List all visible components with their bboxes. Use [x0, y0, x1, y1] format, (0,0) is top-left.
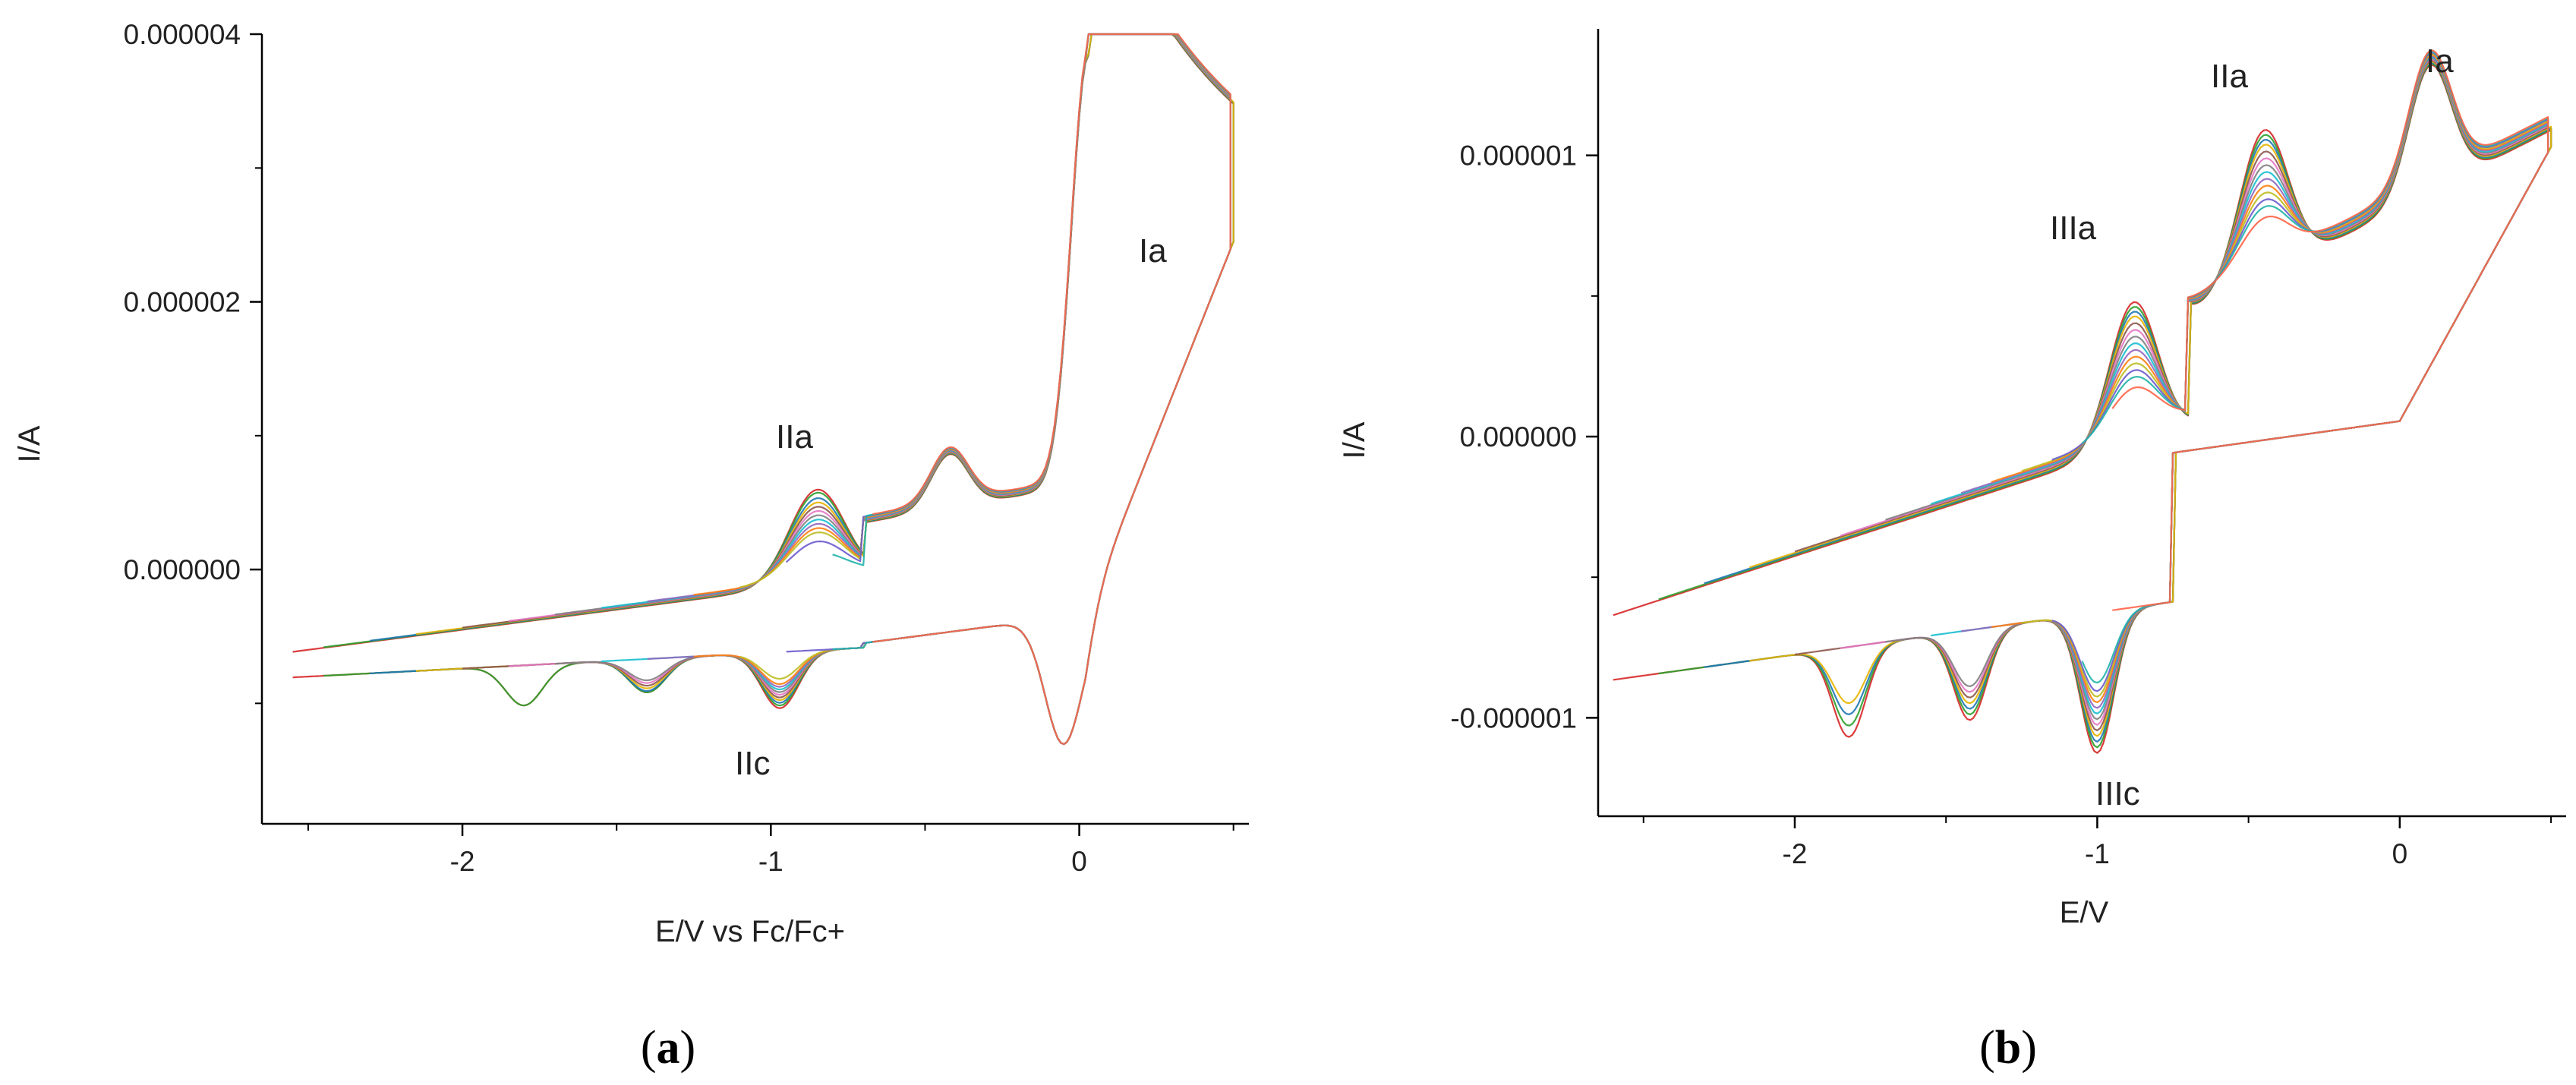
panel-a-ylabel: I/A: [13, 425, 46, 462]
panel-b-annotation-iiic: IIIc: [2095, 775, 2140, 812]
panel-a-axes: -2 -1 0 0.000000 0.000002 0.000004: [124, 19, 1249, 877]
panel-b-x-tick-label: -1: [2085, 838, 2110, 869]
panel-a-caption-open: (: [641, 1022, 657, 1074]
panel-b-y-tick-label: 0.000000: [1460, 421, 1577, 453]
panel-b: -2 -1 0 -0.000001 0.000000 0.000001 I/A E/V I…: [1338, 29, 2566, 1074]
panel-a-x-tick-label: -1: [758, 846, 784, 877]
panel-a-y-tick-label: 0.000004: [124, 19, 241, 50]
panel-a-caption: (a): [641, 1022, 695, 1074]
panel-a-annotation-iia: IIa: [776, 418, 813, 456]
panel-b-caption: (b): [1979, 1022, 2037, 1074]
panel-b-xlabel: E/V: [2060, 896, 2109, 929]
panel-b-x-tick-label: 0: [2392, 838, 2408, 869]
panel-b-x-tick-label: -2: [1783, 838, 1808, 869]
panel-a-x-tick-label: 0: [1071, 846, 1087, 877]
panel-a-scan-curve: [872, 33, 1231, 746]
panel-a-annotation-iic: IIc: [735, 745, 770, 782]
panel-b-scan-curve: [2111, 49, 2549, 611]
panel-a-xlabel: E/V vs Fc/Fc+: [655, 915, 845, 948]
svg-text:(a): (a): [641, 1022, 695, 1074]
panel-a-annotation-ia: Ia: [1139, 232, 1167, 270]
panel-b-caption-letter: b: [1995, 1022, 2021, 1074]
panel-b-annotation-iiia: IIIa: [2050, 210, 2097, 247]
panel-b-caption-open: (: [1979, 1022, 1995, 1074]
panel-a-curves: [292, 33, 1234, 746]
panel-b-caption-close: ): [2021, 1022, 2037, 1074]
panel-b-annotation-iia: IIa: [2211, 58, 2248, 95]
svg-text:(b): (b): [1979, 1022, 2037, 1074]
panel-a-y-tick-label: 0.000000: [124, 554, 241, 585]
panel-b-annotation-ia: Ia: [2426, 43, 2454, 80]
panel-b-y-tick-label: 0.000001: [1460, 140, 1577, 172]
panel-b-axes: -2 -1 0 -0.000001 0.000000 0.000001: [1450, 29, 2566, 869]
panel-b-ylabel: I/A: [1338, 421, 1371, 459]
panel-a-caption-close: ): [680, 1022, 696, 1074]
panel-a-x-tick-label: -2: [450, 846, 475, 877]
panel-a: -2 -1 0 0.000000 0.000002 0.000004 I/A E/V vs…: [13, 19, 1249, 1074]
panel-a-caption-letter: a: [657, 1022, 680, 1074]
panel-b-curves: [1613, 49, 2552, 754]
panel-a-y-tick-label: 0.000002: [124, 287, 241, 318]
panel-b-y-tick-label: -0.000001: [1450, 702, 1577, 733]
